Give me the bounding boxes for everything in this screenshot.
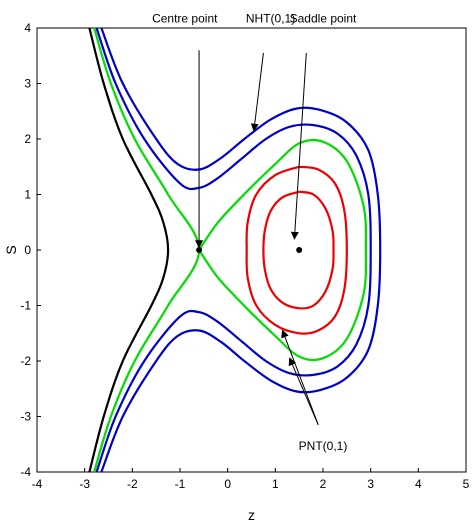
blue-trajectory [100, 27, 382, 473]
axes: -4 -3 -2 -1 0 1 2 3 4 5 4 3 2 1 0 -1 -2 -3 -4 [20, 21, 469, 491]
y-axis-label: S [3, 245, 19, 254]
trajectory-curves [88, 27, 382, 473]
equilibrium-points [196, 247, 303, 253]
centre-point-marker [196, 247, 203, 253]
annotation-arrow [250, 52, 264, 132]
blue-trajectory [95, 27, 372, 473]
plot-frame [36, 27, 467, 473]
annotation-arrow [288, 357, 319, 426]
x-tick-label: -3 [79, 477, 90, 491]
annotation-label: Saddle point [290, 11, 357, 25]
x-tick-label: -4 [32, 477, 43, 491]
x-tick-label: 5 [463, 477, 470, 491]
x-tick-label: 1 [272, 477, 279, 491]
annotation-label: NHT(0,1) [246, 11, 295, 25]
annotation-arrow [290, 52, 307, 240]
y-tick-label: 3 [24, 77, 31, 91]
annotation-label: PNT(0,1) [299, 439, 348, 453]
annotation-arrow [281, 329, 319, 426]
x-tick-label: -1 [175, 477, 186, 491]
annotation-label: Centre point [152, 11, 218, 25]
saddle-point-marker [296, 247, 303, 253]
black-trajectory [88, 27, 170, 473]
x-tick-label: 4 [415, 477, 422, 491]
x-tick-label: 0 [224, 477, 231, 491]
y-tick-label: 1 [24, 188, 31, 202]
y-tick-label: -3 [20, 410, 31, 424]
x-tick-label: 3 [367, 477, 374, 491]
y-tick-label: -4 [20, 465, 31, 479]
y-tick-label: 4 [24, 21, 31, 35]
y-tick-label: -1 [20, 299, 31, 313]
x-tick-label: -2 [127, 477, 138, 491]
y-tick-label: -2 [20, 354, 31, 368]
red-trajectory [245, 165, 348, 335]
y-tick-label: 0 [24, 243, 31, 257]
annotations: Centre point NHT(0,1)Saddle point PNT(0,1) [152, 11, 357, 452]
red-trajectory [262, 190, 335, 310]
green-trajectory [93, 27, 201, 473]
y-tick-label: 2 [24, 132, 31, 146]
green-trajectory [198, 138, 368, 362]
x-tick-label: 2 [320, 477, 327, 491]
x-axis-label: z [248, 507, 255, 523]
